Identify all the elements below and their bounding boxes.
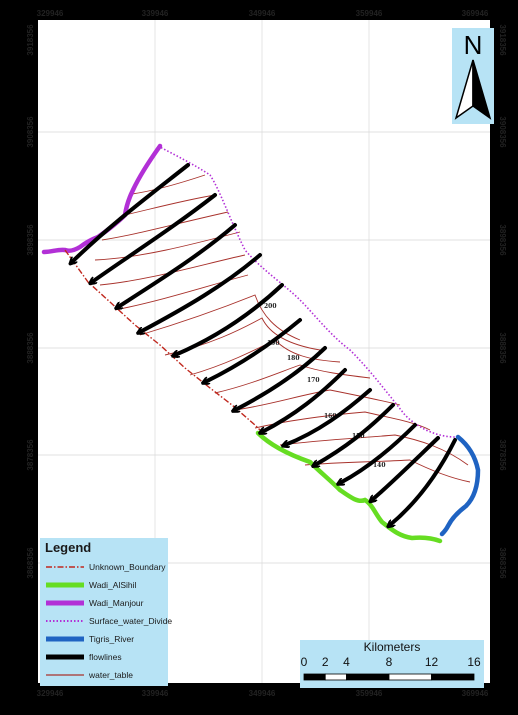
- dash-dot-line-icon: [46, 566, 84, 568]
- legend-item-unknown-boundary: Unknown_Boundary: [44, 560, 166, 574]
- contour-label-180: 180: [287, 355, 300, 362]
- tick-top-3: 349946: [249, 9, 276, 18]
- contour-label-200: 200: [264, 303, 277, 310]
- scale-bar: Kilometers 0 2 4 8 12 16: [300, 640, 484, 688]
- black-line-icon: [46, 654, 84, 660]
- contour-label-170: 170: [307, 377, 320, 384]
- north-arrow-icon: N: [454, 30, 492, 120]
- scale-segment: [303, 673, 326, 681]
- tick-top-5: 369946: [462, 9, 489, 18]
- tick-top-1: 329946: [37, 9, 64, 18]
- scale-segment: [431, 673, 475, 681]
- tick-right-5: 3878356: [498, 439, 507, 471]
- scale-segment: [346, 673, 390, 681]
- tick-left-6: 3868356: [26, 547, 35, 579]
- scale-bar-graphic: [303, 673, 475, 681]
- legend-label: Tigris_River: [89, 634, 135, 644]
- scale-label-4: 4: [343, 655, 350, 669]
- legend-item-surface-water-divide: Surface_water_Divide: [44, 614, 172, 628]
- thin-line-icon: [46, 674, 84, 676]
- contour-label-190: 190: [267, 340, 280, 347]
- legend-label: Wadi_AlSihil: [89, 580, 137, 590]
- tick-right-4: 3888356: [498, 332, 507, 364]
- blue-line-icon: [46, 636, 84, 642]
- legend-item-wadi-manjour: Wadi_Manjour: [44, 596, 166, 610]
- tick-left-3: 3898356: [26, 224, 35, 256]
- legend: Legend Unknown_Boundary Wadi_AlSihil Wad…: [40, 538, 172, 686]
- ticks-right: 3918356 3908356 3898356 3888356 3878356 …: [498, 24, 507, 579]
- legend-item-wadi-alsihil: Wadi_AlSihil: [44, 578, 166, 592]
- north-label: N: [464, 30, 483, 60]
- scale-label-0: 0: [300, 655, 308, 669]
- ticks-top: 329946 339946 349946 359946 369946: [37, 9, 489, 18]
- ticks-bottom: 329946 339946 349946 359946 369946: [37, 689, 489, 698]
- graticule: [38, 20, 490, 683]
- tick-left-2: 3908356: [26, 116, 35, 148]
- tick-right-3: 3898356: [498, 224, 507, 256]
- legend-title: Legend: [45, 540, 92, 555]
- contour-label-160: 160: [324, 413, 337, 420]
- flowlines: [72, 163, 457, 525]
- legend-label: Unknown_Boundary: [89, 562, 166, 572]
- scale-label-16: 16: [467, 655, 481, 669]
- tick-bottom-2: 339946: [142, 689, 169, 698]
- legend-label: Wadi_Manjour: [89, 598, 144, 608]
- green-line-icon: [46, 582, 84, 588]
- north-arrow: N: [452, 28, 494, 124]
- tick-bottom-4: 359946: [356, 689, 383, 698]
- legend-label: Surface_water_Divide: [89, 616, 173, 626]
- scale-segment: [324, 673, 347, 681]
- tick-left-4: 3888356: [26, 332, 35, 364]
- legend-item-flowlines: flowlines: [44, 650, 166, 664]
- tick-bottom-3: 349946: [249, 689, 276, 698]
- legend-label: flowlines: [89, 652, 122, 662]
- tick-left-1: 3918356: [26, 24, 35, 56]
- legend-item-water-table: water_table: [44, 668, 166, 682]
- ticks-left: 3918356 3908356 3898356 3888356 3878356 …: [26, 24, 35, 579]
- scale-title: Kilometers: [363, 640, 421, 654]
- tick-right-1: 3918356: [498, 24, 507, 56]
- tick-right-2: 3908356: [498, 116, 507, 148]
- legend-item-tigris-river: Tigris_River: [44, 632, 166, 646]
- tick-right-6: 3868356: [498, 547, 507, 579]
- contour-label-140: 140: [373, 462, 386, 469]
- scale-label-12: 12: [424, 655, 439, 669]
- tick-bottom-5: 369946: [462, 689, 489, 698]
- tick-top-2: 339946: [142, 9, 169, 18]
- tick-bottom-1: 329946: [37, 689, 64, 698]
- legend-label: water_table: [89, 670, 133, 680]
- scale-label-8: 8: [385, 655, 393, 669]
- tick-top-4: 359946: [356, 9, 383, 18]
- purple-line-icon: [46, 600, 84, 606]
- scale-segment: [388, 673, 432, 681]
- tick-left-5: 3878356: [26, 439, 35, 471]
- tigris-river: [439, 434, 481, 537]
- dotted-line-icon: [46, 620, 84, 622]
- scale-label-2: 2: [321, 655, 329, 669]
- surface-water-divide: [157, 145, 461, 438]
